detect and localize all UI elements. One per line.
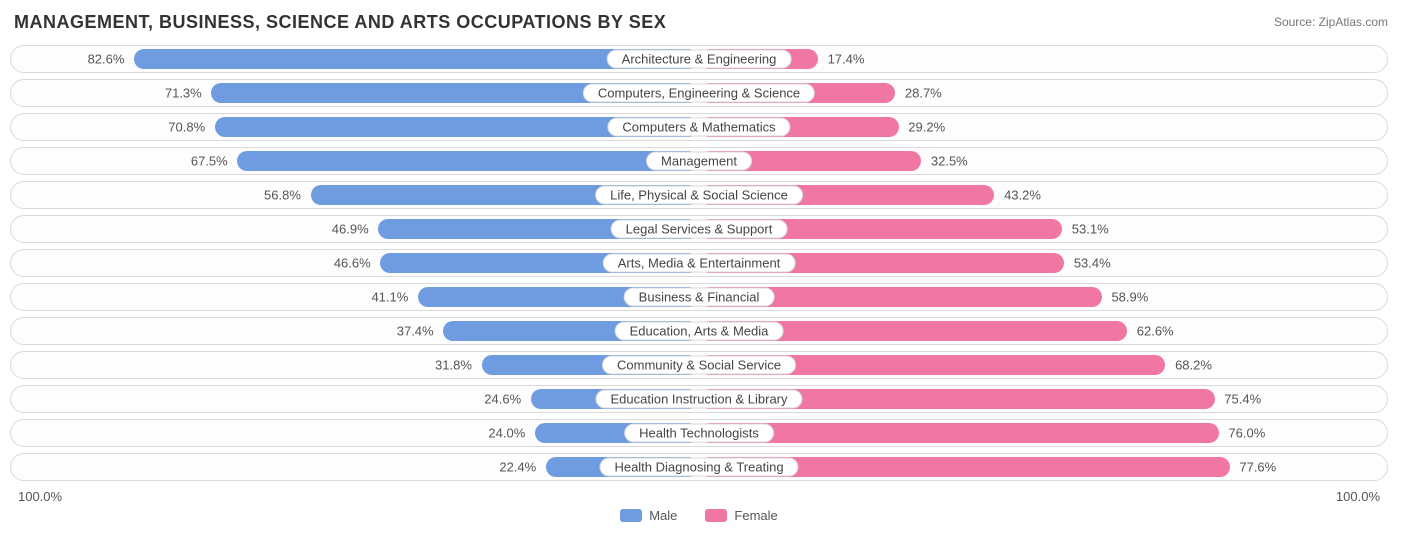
axis-left-label: 100.0%	[18, 489, 62, 504]
chart-row: Management 67.5% 32.5%	[10, 147, 1388, 175]
category-label: Education Instruction & Library	[595, 390, 802, 409]
male-value-label: 46.9%	[332, 222, 369, 237]
male-value-label: 46.6%	[334, 256, 371, 271]
axis-right-label: 100.0%	[1336, 489, 1380, 504]
chart-row: Arts, Media & Entertainment 46.6% 53.4%	[10, 249, 1388, 277]
female-value-label: 53.4%	[1074, 256, 1111, 271]
female-value-label: 29.2%	[908, 120, 945, 135]
chart-row: Legal Services & Support 46.9% 53.1%	[10, 215, 1388, 243]
male-value-label: 37.4%	[397, 324, 434, 339]
chart-row: Business & Financial 41.1% 58.9%	[10, 283, 1388, 311]
male-value-label: 31.8%	[435, 358, 472, 373]
chart-row: Life, Physical & Social Science 56.8% 43.2…	[10, 181, 1388, 209]
female-value-label: 75.4%	[1224, 392, 1261, 407]
category-label: Architecture & Engineering	[607, 50, 792, 69]
female-value-label: 32.5%	[931, 154, 968, 169]
legend: Male Female	[10, 508, 1388, 525]
category-label: Legal Services & Support	[611, 220, 788, 239]
male-value-label: 41.1%	[371, 290, 408, 305]
chart-source: Source: ZipAtlas.com	[1274, 15, 1388, 29]
male-value-label: 24.6%	[484, 392, 521, 407]
male-value-label: 70.8%	[168, 120, 205, 135]
x-axis: 100.0% 100.0%	[10, 487, 1388, 504]
chart-row: Education, Arts & Media 37.4% 62.6%	[10, 317, 1388, 345]
female-value-label: 58.9%	[1111, 290, 1148, 305]
legend-label: Male	[649, 508, 677, 523]
female-value-label: 68.2%	[1175, 358, 1212, 373]
female-value-label: 76.0%	[1228, 426, 1265, 441]
male-value-label: 71.3%	[165, 86, 202, 101]
chart-row: Health Diagnosing & Treating 22.4% 77.6%	[10, 453, 1388, 481]
category-label: Education, Arts & Media	[615, 322, 784, 341]
legend-item: Male	[620, 508, 677, 523]
male-value-label: 67.5%	[191, 154, 228, 169]
female-value-label: 17.4%	[828, 52, 865, 67]
legend-swatch	[620, 509, 642, 522]
chart-header: MANAGEMENT, BUSINESS, SCIENCE AND ARTS O…	[10, 12, 1388, 33]
chart-row: Community & Social Service 31.8% 68.2%	[10, 351, 1388, 379]
legend-label: Female	[734, 508, 777, 523]
category-label: Arts, Media & Entertainment	[603, 254, 796, 273]
legend-swatch	[705, 509, 727, 522]
chart-title: MANAGEMENT, BUSINESS, SCIENCE AND ARTS O…	[14, 12, 666, 33]
male-value-label: 82.6%	[88, 52, 125, 67]
male-value-label: 24.0%	[488, 426, 525, 441]
category-label: Health Technologists	[624, 424, 774, 443]
legend-item: Female	[705, 508, 777, 523]
category-label: Computers & Mathematics	[607, 118, 790, 137]
category-label: Management	[646, 152, 752, 171]
male-bar	[237, 151, 699, 171]
chart-row: Computers, Engineering & Science 71.3% 28.…	[10, 79, 1388, 107]
female-bar	[699, 423, 1219, 443]
male-value-label: 22.4%	[499, 460, 536, 475]
female-value-label: 28.7%	[905, 86, 942, 101]
female-value-label: 77.6%	[1239, 460, 1276, 475]
chart-row: Computers & Mathematics 70.8% 29.2%	[10, 113, 1388, 141]
male-value-label: 56.8%	[264, 188, 301, 203]
category-label: Community & Social Service	[602, 356, 796, 375]
female-value-label: 62.6%	[1137, 324, 1174, 339]
category-label: Business & Financial	[624, 288, 775, 307]
chart-row: Education Instruction & Library 24.6% 75.4…	[10, 385, 1388, 413]
category-label: Computers, Engineering & Science	[583, 84, 815, 103]
chart-area: Architecture & Engineering 82.6% 17.4% Comp…	[10, 45, 1388, 481]
female-value-label: 43.2%	[1004, 188, 1041, 203]
category-label: Health Diagnosing & Treating	[599, 458, 798, 477]
female-value-label: 53.1%	[1072, 222, 1109, 237]
chart-row: Health Technologists 24.0% 76.0%	[10, 419, 1388, 447]
chart-row: Architecture & Engineering 82.6% 17.4%	[10, 45, 1388, 73]
category-label: Life, Physical & Social Science	[595, 186, 803, 205]
